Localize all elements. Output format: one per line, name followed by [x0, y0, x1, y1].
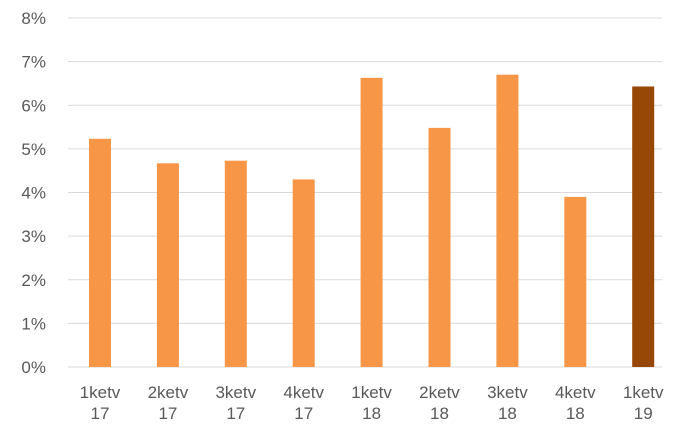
x-tick-label: 2ketv 18	[419, 383, 460, 423]
x-tick-label: 4ketv 18	[555, 383, 596, 423]
x-tick-label-line: 2ketv	[419, 383, 460, 402]
y-tick-label: 8%	[21, 9, 46, 28]
bar	[156, 163, 179, 367]
y-tick-label: 3%	[21, 227, 46, 246]
y-tick-label: 1%	[21, 314, 46, 333]
bar	[292, 179, 315, 367]
x-tick-label-line: 4ketv	[555, 383, 596, 402]
y-tick-label: 2%	[21, 271, 46, 290]
x-tick-label-line: 17	[158, 404, 177, 423]
x-tick-label-line: 1ketv	[80, 383, 121, 402]
x-tick-label-line: 2ketv	[148, 383, 189, 402]
y-tick-label: 0%	[21, 358, 46, 377]
x-tick-label-line: 18	[566, 404, 585, 423]
x-tick-label: 1ketv 19	[623, 383, 664, 423]
bar	[428, 127, 451, 368]
x-tick-label-line: 18	[498, 404, 517, 423]
x-tick-label-line: 19	[634, 404, 653, 423]
x-tick-label-line: 18	[430, 404, 449, 423]
x-tick-label-line: 17	[226, 404, 245, 423]
x-tick-label-line: 17	[91, 404, 110, 423]
bar	[360, 77, 383, 368]
x-tick-label: 1ketv 18	[351, 383, 392, 423]
x-tick-label: 1ketv 17	[80, 383, 121, 423]
bar	[224, 160, 247, 367]
x-tick-label: 4ketv 17	[283, 383, 324, 423]
y-tick-label: 4%	[21, 184, 46, 203]
x-tick-label-line: 1ketv	[623, 383, 664, 402]
y-tick-label: 7%	[21, 53, 46, 72]
x-tick-label-line: 18	[362, 404, 381, 423]
x-tick-label: 3ketv 18	[487, 383, 528, 423]
bar	[632, 86, 655, 367]
x-tick-label-line: 4ketv	[283, 383, 324, 402]
x-tick-label-line: 17	[294, 404, 313, 423]
x-tick-label: 3ketv 17	[215, 383, 256, 423]
y-tick-label: 6%	[21, 96, 46, 115]
bar	[496, 74, 519, 367]
x-tick-label-line: 1ketv	[351, 383, 392, 402]
bar	[89, 138, 111, 367]
x-tick-label: 2ketv 17	[148, 383, 189, 423]
bar	[564, 196, 587, 367]
x-tick-label-line: 3ketv	[487, 383, 528, 402]
x-tick-label-line: 3ketv	[215, 383, 256, 402]
y-tick-label: 5%	[21, 140, 46, 159]
y-axis-ticks: 0% 1% 2% 3% 4% 5% 6% 7% 8%	[21, 9, 46, 377]
bars	[89, 74, 655, 368]
